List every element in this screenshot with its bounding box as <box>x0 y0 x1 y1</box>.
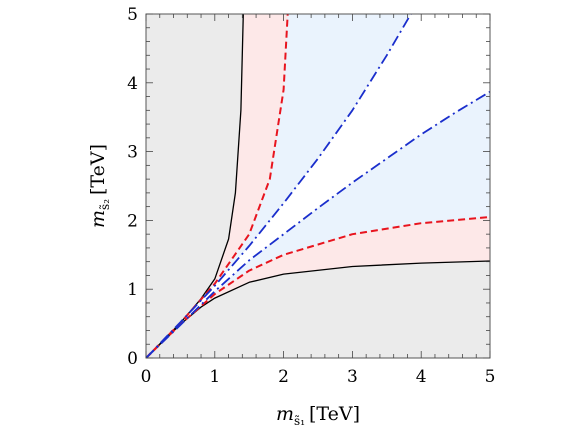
plot-regions <box>146 14 490 358</box>
plot-curves <box>146 14 490 358</box>
x-tick-label: 0 <box>141 367 152 387</box>
x-tick-label: 5 <box>485 367 496 387</box>
curve-dashdot-blue-lower <box>146 90 490 358</box>
y-tick-label: 5 <box>127 5 138 25</box>
y-tick-label: 1 <box>127 280 138 300</box>
x-tick-label: 3 <box>347 367 358 387</box>
y-axis-label: ms̃₂[TeV] <box>87 144 112 228</box>
allowed-region <box>146 14 490 358</box>
x-tick-label: 2 <box>278 367 289 387</box>
x-tick-label: 1 <box>209 367 220 387</box>
y-tick-label: 0 <box>127 349 138 369</box>
y-tick-label: 4 <box>127 74 138 94</box>
plot-frame <box>145 13 491 359</box>
curve-dashdot-blue-upper <box>146 14 412 358</box>
y-tick-label: 2 <box>127 211 138 231</box>
curve-dashed-red-lower <box>146 216 490 358</box>
axis-ticks: 0 1 2 3 4 5 0 1 2 3 4 5 <box>127 5 495 387</box>
x-axis-label: ms̃₁ [TeV] <box>276 403 360 428</box>
x-tick-label: 4 <box>416 367 427 387</box>
y-tick-label: 3 <box>127 143 138 163</box>
curve-solid-black-upper <box>146 14 244 358</box>
